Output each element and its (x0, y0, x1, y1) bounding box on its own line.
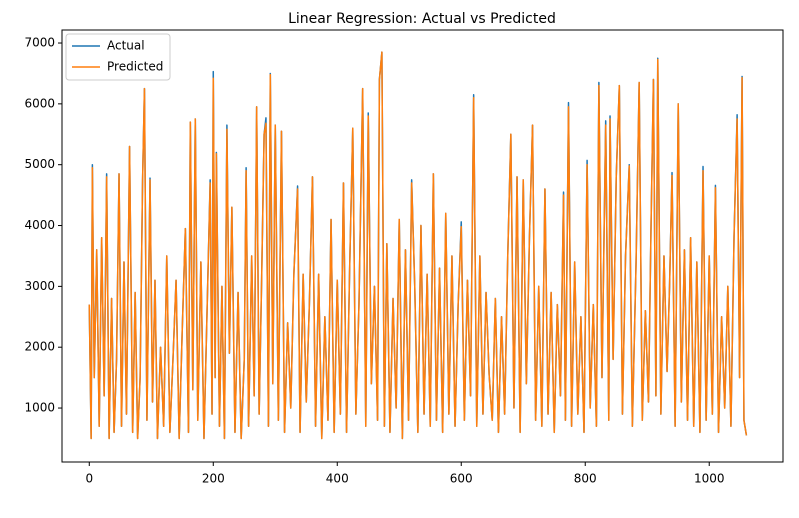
x-tick-label: 600 (450, 472, 473, 486)
chart-title: Linear Regression: Actual vs Predicted (288, 11, 556, 27)
legend-label: Actual (107, 39, 145, 53)
x-tick-label: 800 (574, 472, 597, 486)
y-tick-label: 1000 (24, 401, 55, 415)
plot-frame (61, 29, 784, 463)
legend-label: Predicted (107, 60, 163, 74)
y-tick-label: 6000 (24, 96, 55, 110)
y-tick-label: 2000 (24, 340, 55, 354)
x-tick-label: 1000 (694, 472, 725, 486)
x-tick-label: 400 (326, 472, 349, 486)
y-tick-label: 4000 (24, 218, 55, 232)
x-tick-label: 0 (85, 472, 93, 486)
x-tick-label: 200 (202, 472, 225, 486)
series-line (88, 51, 748, 440)
y-tick-label: 5000 (24, 157, 55, 171)
y-tick-label: 3000 (24, 279, 55, 293)
y-tick-label: 7000 (24, 36, 55, 50)
